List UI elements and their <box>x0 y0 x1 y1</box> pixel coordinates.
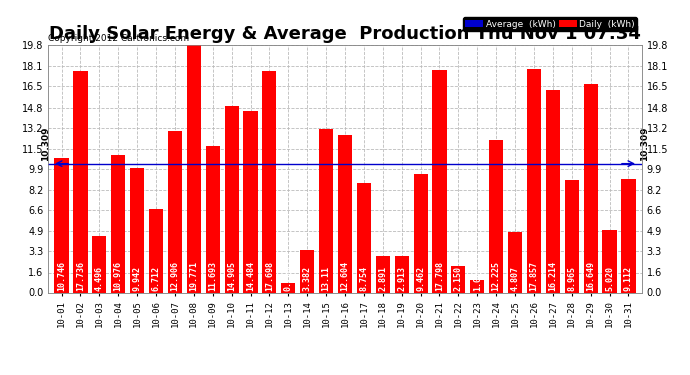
Bar <box>584 84 598 292</box>
Bar <box>546 90 560 292</box>
Bar <box>168 131 182 292</box>
Text: 17.736: 17.736 <box>76 261 85 291</box>
Bar <box>300 250 314 292</box>
Text: 3.382: 3.382 <box>303 266 312 291</box>
Text: 12.604: 12.604 <box>340 261 350 291</box>
Text: 14.484: 14.484 <box>246 261 255 291</box>
Text: 2.913: 2.913 <box>397 266 406 291</box>
Text: Copyright 2012 Cartronics.com: Copyright 2012 Cartronics.com <box>48 33 190 42</box>
Bar <box>55 158 68 292</box>
Text: 17.857: 17.857 <box>529 261 538 291</box>
Text: 13.11: 13.11 <box>322 266 331 291</box>
Bar <box>187 45 201 292</box>
Bar <box>319 129 333 292</box>
Text: 9.112: 9.112 <box>624 266 633 291</box>
Legend: Average  (kWh), Daily  (kWh): Average (kWh), Daily (kWh) <box>463 17 637 31</box>
Bar <box>224 106 239 292</box>
Text: 10.309: 10.309 <box>41 127 50 161</box>
Text: 19.771: 19.771 <box>189 261 198 291</box>
Bar <box>489 140 503 292</box>
Text: 10.976: 10.976 <box>114 261 123 291</box>
Text: 12.906: 12.906 <box>170 261 179 291</box>
Bar <box>338 135 352 292</box>
Text: 1.007: 1.007 <box>473 266 482 291</box>
Text: 12.225: 12.225 <box>492 261 501 291</box>
Bar <box>395 256 408 292</box>
Text: 17.698: 17.698 <box>265 261 274 291</box>
Text: 10.746: 10.746 <box>57 261 66 291</box>
Bar <box>111 155 126 292</box>
Bar <box>376 256 390 292</box>
Title: Daily Solar Energy & Average  Production Thu Nov 1 07:34: Daily Solar Energy & Average Production … <box>49 26 641 44</box>
Bar <box>357 183 371 292</box>
Text: 16.649: 16.649 <box>586 261 595 291</box>
Bar <box>564 180 579 292</box>
Bar <box>73 71 88 292</box>
Bar <box>149 209 163 292</box>
Text: 17.798: 17.798 <box>435 261 444 291</box>
Bar <box>602 230 617 292</box>
Bar <box>244 111 257 292</box>
Text: 2.150: 2.150 <box>454 266 463 291</box>
Text: 10.309: 10.309 <box>640 127 649 161</box>
Bar <box>508 232 522 292</box>
Text: 4.496: 4.496 <box>95 266 103 291</box>
Text: 2.891: 2.891 <box>378 266 387 291</box>
Bar <box>130 168 144 292</box>
Text: 8.754: 8.754 <box>359 266 368 291</box>
Text: 0.755: 0.755 <box>284 266 293 291</box>
Bar <box>282 283 295 292</box>
Bar <box>413 174 428 292</box>
Text: 8.965: 8.965 <box>567 266 576 291</box>
Bar <box>206 146 220 292</box>
Bar <box>470 280 484 292</box>
Bar <box>433 70 446 292</box>
Text: 4.807: 4.807 <box>511 266 520 291</box>
Text: 6.712: 6.712 <box>152 266 161 291</box>
Text: 5.020: 5.020 <box>605 266 614 291</box>
Bar <box>92 236 106 292</box>
Text: 16.214: 16.214 <box>549 261 558 291</box>
Bar <box>622 178 635 292</box>
Text: 11.693: 11.693 <box>208 261 217 291</box>
Text: 9.462: 9.462 <box>416 266 425 291</box>
Bar <box>527 69 541 292</box>
Bar <box>262 71 277 292</box>
Text: 14.905: 14.905 <box>227 261 236 291</box>
Bar <box>451 266 466 292</box>
Text: 9.942: 9.942 <box>132 266 141 291</box>
